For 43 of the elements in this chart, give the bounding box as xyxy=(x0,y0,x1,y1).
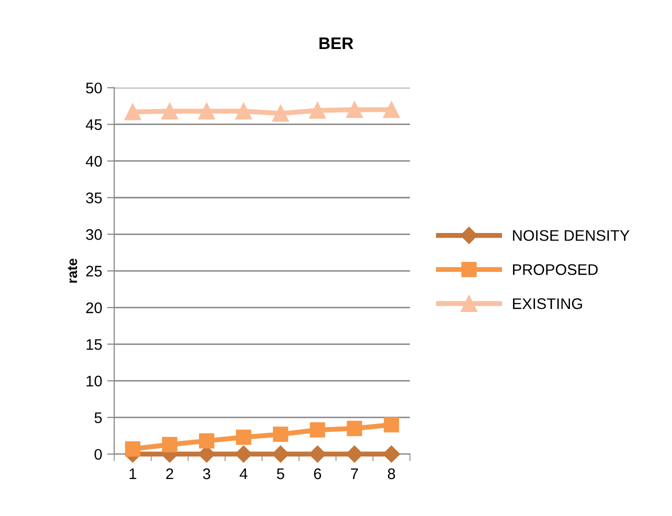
x-tick-label: 5 xyxy=(276,468,284,480)
x-tick-label: 1 xyxy=(130,468,136,480)
point xyxy=(309,102,326,119)
x-tick-label: 3 xyxy=(202,468,210,480)
x-tick-label: 8 xyxy=(388,468,396,480)
point xyxy=(161,102,178,120)
y-tick-label: 35 xyxy=(86,192,102,204)
point xyxy=(235,102,252,120)
y-tick-label: 5 xyxy=(94,412,102,424)
x-tick-label: 6 xyxy=(314,468,322,480)
y-tick-label: 30 xyxy=(86,229,102,240)
y-tick-label: 0 xyxy=(94,448,102,460)
point xyxy=(198,102,215,120)
y-tick-label: 15 xyxy=(86,339,102,350)
point xyxy=(162,436,178,452)
y-tick-label: 45 xyxy=(86,119,102,130)
point xyxy=(346,101,363,118)
y-tick-label: 10 xyxy=(86,376,102,386)
point xyxy=(384,417,400,432)
x-tick-label: 7 xyxy=(351,468,358,480)
point xyxy=(272,446,290,463)
point xyxy=(382,446,400,463)
x-tick-label: 4 xyxy=(240,468,248,480)
point xyxy=(199,433,214,449)
y-tick-label: 20 xyxy=(86,302,102,314)
point xyxy=(125,441,140,457)
point xyxy=(236,430,252,445)
legend-label: NOISE DENSITY xyxy=(513,230,630,241)
y-tick-label: 50 xyxy=(86,82,102,94)
legend-label: PROPOSED xyxy=(513,264,598,275)
point xyxy=(124,104,142,120)
point xyxy=(383,101,400,118)
point xyxy=(346,420,362,436)
x-tick-label: 2 xyxy=(166,468,174,480)
point xyxy=(235,446,252,463)
point xyxy=(272,105,289,122)
y-tick-label: 25 xyxy=(86,266,102,277)
y-tick-label: 40 xyxy=(86,156,102,167)
y-axis-title: rate xyxy=(68,258,78,283)
chart-title: BER xyxy=(320,38,354,50)
legend-label: EXISTING xyxy=(513,298,582,310)
point xyxy=(272,426,288,442)
point xyxy=(310,422,326,438)
